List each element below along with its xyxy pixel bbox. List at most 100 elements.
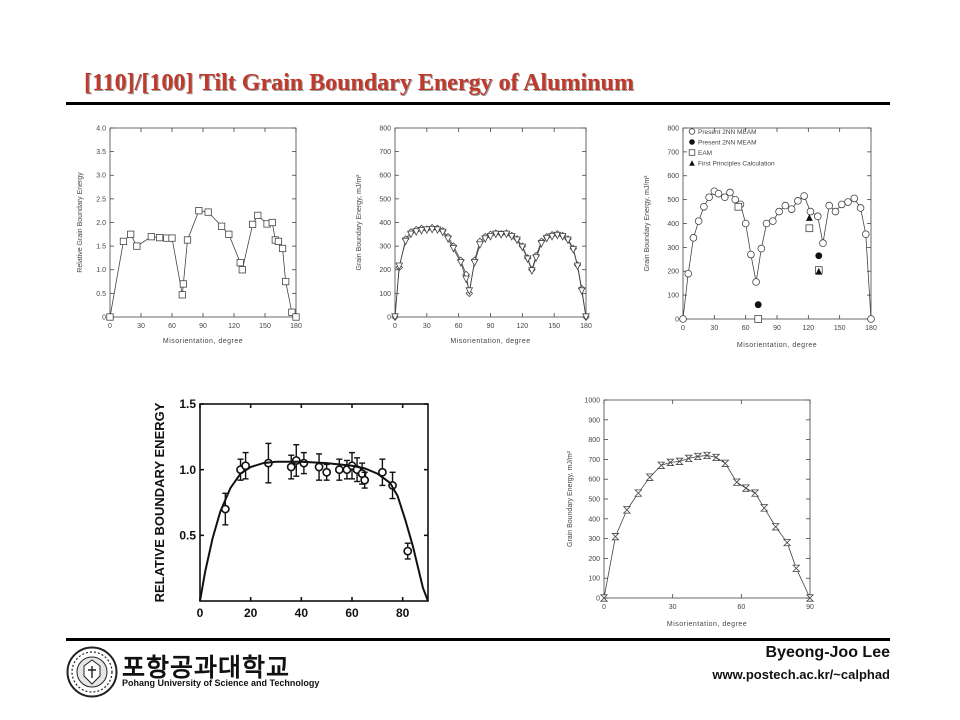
data-point-0 [314,462,324,472]
y-tick-label: 0 [596,595,600,602]
data-point-0 [750,489,760,497]
data-point-1 [465,287,474,296]
university-name-korean: 포항공과대학교 [122,653,291,682]
y-tick-label: 600 [588,477,600,484]
data-point-0 [732,478,741,486]
chart-experimental-relative-boundary-energy: 0 20 40 60 80 0.5 1.0 1.5 RELATIVE BOUNDARY ENER… [152,397,429,620]
series-line-1 [394,229,587,318]
data-point-1 [395,262,404,271]
data-point-1 [548,233,556,241]
series-line-1 [199,460,429,602]
data-point-0 [334,465,344,475]
data-point-1 [573,262,582,271]
data-point-0 [806,207,815,216]
data-point-1 [528,267,536,276]
data-point-1 [412,228,421,237]
legend-marker [688,128,696,135]
y-tick-label: 200 [588,556,600,563]
y-tick-label: 3.0 [96,173,106,180]
data-point-1 [417,227,426,235]
data-point-1 [523,255,532,264]
data-point-0 [599,594,609,602]
y-tick-label: 100 [588,576,600,583]
chart-grain-boundary-energy-0-90: 0 30 60 9001002003004005006007008009001000M… [567,397,815,628]
data-point-0 [377,467,387,477]
x-tick-label: 20 [244,606,258,620]
data-point-0 [248,220,257,228]
data-point-0 [254,211,262,220]
data-point-1 [569,246,578,254]
data-point-0 [217,222,226,230]
data-point-0 [274,237,283,245]
y-axis-label: Grain Boundary Energy, mJ/m² [356,174,363,271]
data-point-1 [438,228,447,237]
data-point-0 [679,315,687,323]
legend-marker [689,139,695,145]
x-tick-label: 150 [259,323,271,330]
plot-frame [394,127,587,318]
x-tick-label: 60 [345,606,359,620]
data-point-1 [553,231,562,240]
title-underline [66,102,890,105]
y-axis-label: RELATIVE BOUNDARY ENERGY [152,402,167,602]
x-tick-label: 0 [681,325,685,332]
data-point-0 [794,197,802,205]
chart-relative-energy-110-100: 0 30 60 90 120 150 180 0 0.5 1.0 1.5 2.0 2.5 3.0 3.5 4.… [77,125,302,345]
data-point-1 [815,252,823,260]
data-point-1 [462,275,470,284]
data-point-0 [757,244,766,253]
data-point-0 [611,533,620,541]
x-tick-label: 120 [228,323,240,330]
data-point-1 [481,235,490,244]
data-point-0 [805,594,815,602]
legend-label: Present 2NN MEAM [698,140,757,147]
x-tick-label: 180 [580,323,592,330]
chart-grain-boundary-energy-comparison: 0 30 60 90 120 150 180 0 100 200 300 400 500 600 700 80… [644,125,877,349]
x-tick-label: 150 [834,325,846,332]
data-point-0 [800,192,808,200]
data-point-0 [752,278,760,286]
x-tick-label: 30 [710,325,718,332]
y-tick-label: 0 [102,314,106,321]
y-tick-label: 100 [379,291,391,298]
legend-marker [689,160,695,166]
y-tick-label: 800 [588,437,600,444]
data-point-0 [711,453,721,462]
data-point-1 [577,287,586,296]
data-point-0 [781,201,790,210]
y-tick-label: 2.5 [96,196,106,203]
y-tick-label: 500 [588,496,600,503]
data-point-0 [299,458,309,468]
legend-label: First Principles Calculation [698,161,775,168]
data-point-2 [734,202,743,211]
data-point-1 [542,234,551,243]
data-point-0 [286,462,296,472]
data-point-2 [805,224,814,233]
y-tick-label: 0 [387,314,391,321]
data-point-0 [819,239,827,247]
data-point-0 [726,188,734,197]
y-tick-label: 200 [379,267,391,274]
data-point-1 [518,243,527,252]
footer-rule [66,638,890,641]
data-point-0 [195,207,203,215]
y-tick-label: 300 [588,536,600,543]
data-point-0 [747,250,755,259]
x-tick-label: 30 [669,604,677,611]
y-tick-label: 900 [588,417,600,424]
x-tick-label: 60 [742,325,750,332]
y-tick-label: 600 [667,173,679,180]
data-point-0 [360,475,370,485]
data-point-0 [702,451,712,460]
data-point-0 [225,230,233,238]
university-seal-logo [66,646,118,698]
y-tick-label: 700 [667,149,679,156]
slide-title: [110]/[100] Tilt Grain Boundary Energy o… [84,70,634,96]
series-line-0 [603,455,811,599]
data-point-0 [666,458,675,466]
data-point-1 [513,236,521,245]
data-point-1 [537,240,546,248]
data-point-0 [278,244,287,253]
data-point-0 [771,523,780,531]
x-tick-label: 0 [393,323,397,330]
